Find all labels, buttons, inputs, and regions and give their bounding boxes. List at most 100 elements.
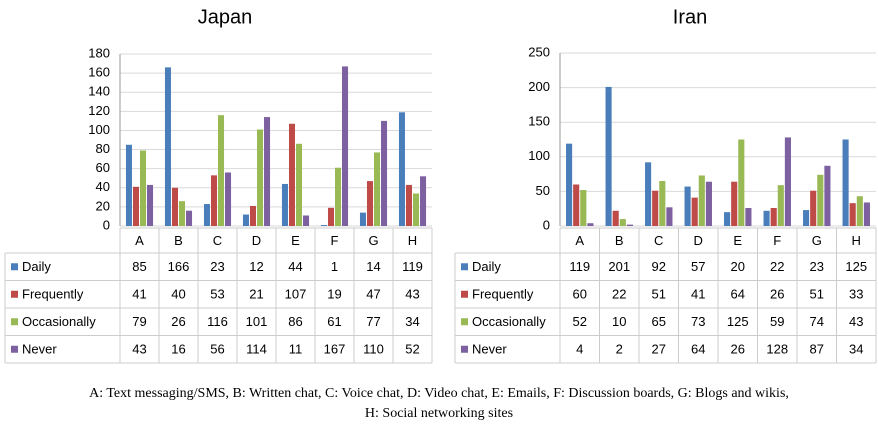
table-value: 41 — [691, 287, 705, 302]
bar — [724, 212, 731, 226]
bar — [666, 207, 673, 226]
y-tick-label: 100 — [88, 122, 110, 137]
bar — [257, 129, 264, 226]
table-value: 101 — [246, 314, 268, 329]
bar — [645, 162, 652, 226]
bar — [745, 208, 752, 226]
x-tick-label: E — [733, 233, 742, 248]
table-value: 125 — [727, 314, 749, 329]
y-tick-label: 140 — [88, 84, 110, 99]
table-value: 56 — [210, 342, 224, 357]
legend-label: Daily — [472, 259, 501, 274]
caption-line: A: Text messaging/SMS, B: Written chat, … — [89, 386, 789, 401]
bar — [863, 202, 870, 226]
bar — [249, 205, 256, 226]
bar — [691, 197, 698, 226]
table-value: 41 — [132, 287, 146, 302]
table-value: 85 — [132, 259, 146, 274]
bar — [824, 165, 831, 226]
legend-swatch — [11, 318, 18, 326]
bar — [849, 203, 856, 226]
y-tick-label: 200 — [528, 79, 550, 94]
bar — [573, 184, 580, 226]
bar — [659, 181, 666, 226]
legend-label: Occasionally — [22, 314, 96, 329]
y-tick-label: 20 — [96, 198, 110, 213]
table-value: 74 — [810, 314, 824, 329]
bar — [420, 176, 427, 226]
bar — [125, 144, 132, 226]
table-value: 51 — [652, 287, 666, 302]
legend-label: Never — [472, 342, 507, 357]
legend-swatch — [11, 290, 18, 298]
table-value: 1 — [331, 259, 338, 274]
legend-swatch — [461, 345, 468, 353]
bar — [320, 225, 327, 226]
bar — [132, 186, 139, 226]
table-value: 51 — [810, 287, 824, 302]
x-tick-label: A — [135, 233, 144, 248]
legend-swatch — [461, 263, 468, 271]
chart-title: Iran — [673, 6, 707, 28]
x-tick-label: D — [252, 233, 261, 248]
legend-swatch — [11, 345, 18, 353]
table-value: 26 — [731, 342, 745, 357]
table-value: 44 — [288, 259, 302, 274]
table-value: 43 — [132, 342, 146, 357]
table-value: 64 — [691, 342, 705, 357]
bar — [587, 223, 594, 226]
bar — [335, 167, 342, 226]
y-tick-label: 40 — [96, 179, 110, 194]
bar — [288, 123, 295, 226]
bar — [763, 210, 770, 226]
y-tick-label: 150 — [528, 114, 550, 129]
bar — [164, 67, 171, 226]
table-value: 57 — [691, 259, 705, 274]
bar — [705, 181, 712, 226]
bar — [264, 117, 271, 226]
legend-swatch — [461, 318, 468, 326]
bar — [281, 183, 288, 226]
table-value: 23 — [810, 259, 824, 274]
bar — [296, 143, 303, 226]
x-tick-label: C — [213, 233, 222, 248]
bar — [777, 185, 784, 226]
legend-label: Frequently — [472, 287, 534, 302]
bar — [810, 190, 817, 226]
x-tick-label: B — [174, 233, 183, 248]
table-value: 53 — [210, 287, 224, 302]
y-tick-label: 50 — [536, 183, 550, 198]
bar — [626, 224, 633, 226]
y-tick-label: 0 — [103, 217, 110, 232]
table-value: 47 — [366, 287, 380, 302]
table-value: 26 — [770, 287, 784, 302]
table-value: 21 — [249, 287, 263, 302]
table-value: 20 — [731, 259, 745, 274]
bar — [398, 112, 405, 226]
y-tick-label: 0 — [543, 217, 550, 232]
table-value: 43 — [849, 314, 863, 329]
x-tick-label: B — [615, 233, 624, 248]
bar — [856, 196, 863, 226]
table-value: 10 — [612, 314, 626, 329]
bar — [684, 186, 691, 226]
legend-label: Never — [22, 342, 57, 357]
table-value: 60 — [573, 287, 587, 302]
bar — [842, 139, 849, 226]
bar — [359, 212, 366, 226]
table-value: 125 — [845, 259, 867, 274]
table-value: 116 — [207, 314, 228, 329]
bar — [698, 175, 705, 226]
bar — [218, 115, 225, 226]
bar — [652, 190, 659, 226]
bar — [171, 187, 178, 226]
table-value: 86 — [288, 314, 302, 329]
bar — [210, 175, 217, 226]
x-tick-label: D — [694, 233, 703, 248]
table-value: 27 — [652, 342, 666, 357]
bar — [817, 174, 824, 226]
table-value: 22 — [612, 287, 626, 302]
bar — [619, 219, 626, 226]
bar — [381, 120, 388, 226]
table-value: 34 — [405, 314, 419, 329]
